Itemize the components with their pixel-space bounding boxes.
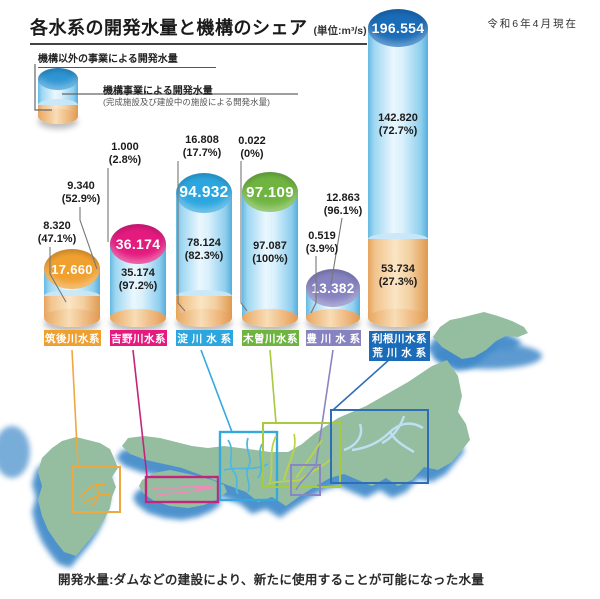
map-japan [0, 312, 542, 568]
rivers-yodo [223, 437, 269, 495]
bar-chikugo-total: 17.660 [51, 261, 93, 277]
legend-cylinder-bottom-cap [38, 109, 78, 124]
rivers-kiso [267, 433, 333, 485]
bar-yodo-total: 94.932 [179, 184, 229, 201]
page-title: 各水系の開発水量と機構のシェア (単位:m³/s) [30, 14, 367, 45]
bar-yodo-bottom-cap [176, 309, 232, 327]
box-toyo [290, 464, 321, 496]
river-boxes [72, 409, 429, 513]
rivers-toyo [295, 466, 318, 491]
bar-kiso-bottom-cap [242, 309, 298, 327]
tag-toyo: 豊 川 水 系 [306, 330, 361, 346]
bar-toyo-bottom-cap [306, 309, 360, 327]
box-yodo [218, 430, 279, 502]
bar-yoshino-bottom-cap [110, 309, 166, 327]
yoshino-agency-label: 35.174 (97.2%) [118, 267, 158, 292]
bar-yoshino-top-cap: 36.174 [110, 224, 166, 264]
tag-yoshino: 吉野川水系 [110, 330, 167, 346]
tag-kiso: 木曽川水系 [242, 330, 299, 346]
footnote: 開発水量:ダムなどの建設により、新たに使用することが可能になった水量 [58, 573, 485, 587]
legend-cylinder-top-cap [38, 68, 78, 90]
kiso-agency-label: 97.087 (100%) [252, 240, 288, 265]
tag-yodo: 淀 川 水 系 [176, 330, 233, 346]
bar-tone-agency-section [368, 28, 428, 239]
box-chikugo [72, 466, 121, 513]
bar-kiso-agency-section [242, 192, 298, 318]
bar-tone-bottom-cap [368, 309, 428, 327]
bar-toyo-top-cap: 13.382 [306, 269, 360, 307]
map-connectors [71, 349, 391, 478]
rivers-tone-ara [343, 415, 424, 454]
bar-yoshino-total: 36.174 [115, 236, 161, 252]
bar-tone-nonagency-section [368, 239, 428, 318]
bar-kiso-top-cap: 97.109 [242, 172, 298, 212]
yodo-agency-label: 78.124 (82.3%) [184, 237, 224, 262]
toyo-nonagency-label: 0.519 (3.9%) [305, 230, 339, 255]
box-tone-ara [330, 409, 429, 484]
tone-agency-label: 142.820 (72.7%) [378, 112, 418, 137]
title-text: 各水系の開発水量と機構のシェア [30, 18, 308, 38]
unit-text: (単位:m³/s) [313, 25, 367, 37]
kiso-nonagency-label: 0.022 (0%) [238, 135, 266, 160]
yoshino-nonagency-label: 1.000 (2.8%) [108, 141, 142, 166]
chikugo-nonagency-label: 8.320 (47.1%) [37, 220, 77, 245]
yodo-nonagency-label: 16.808 (17.7%) [182, 134, 222, 159]
legend-agency-note: (完成施設及び建設中の施設による開発水量) [103, 97, 270, 107]
legend-non-agency-label: 機構以外の事業による開発水量 [38, 50, 216, 68]
bar-kiso-total: 97.109 [246, 183, 294, 201]
legend-agency-label: 機構事業による開発水量 [103, 86, 213, 97]
bar-tone-top-cap: 196.554 [368, 9, 428, 47]
sea-wave-hokkaido [434, 343, 542, 369]
sea-wave-west [0, 426, 30, 478]
chikugo-agency-label: 9.340 (52.9%) [61, 180, 101, 205]
bar-chikugo-bottom-cap [44, 309, 100, 327]
tag-chikugo: 筑後川水系 [44, 330, 101, 346]
tag-tone-ara: 利根川水系荒 川 水 系 [369, 331, 430, 361]
map-shadow [32, 324, 522, 568]
toyo-agency-label: 12.863 (96.1%) [323, 192, 363, 217]
tone-nonagency-label: 53.734 (27.3%) [378, 263, 418, 288]
bar-toyo-total: 13.382 [311, 280, 355, 296]
box-yoshino [144, 475, 220, 504]
map-land [38, 312, 528, 556]
bar-tone-total: 196.554 [371, 20, 425, 36]
box-kiso [262, 422, 341, 488]
rivers-chikugo [79, 483, 113, 507]
rivers-yoshino [150, 485, 214, 497]
bar-yodo-top-cap: 94.932 [176, 173, 232, 213]
as-of-date: 令和6年4月現在 [487, 18, 578, 30]
bar-chikugo-top-cap: 17.660 [44, 249, 100, 289]
